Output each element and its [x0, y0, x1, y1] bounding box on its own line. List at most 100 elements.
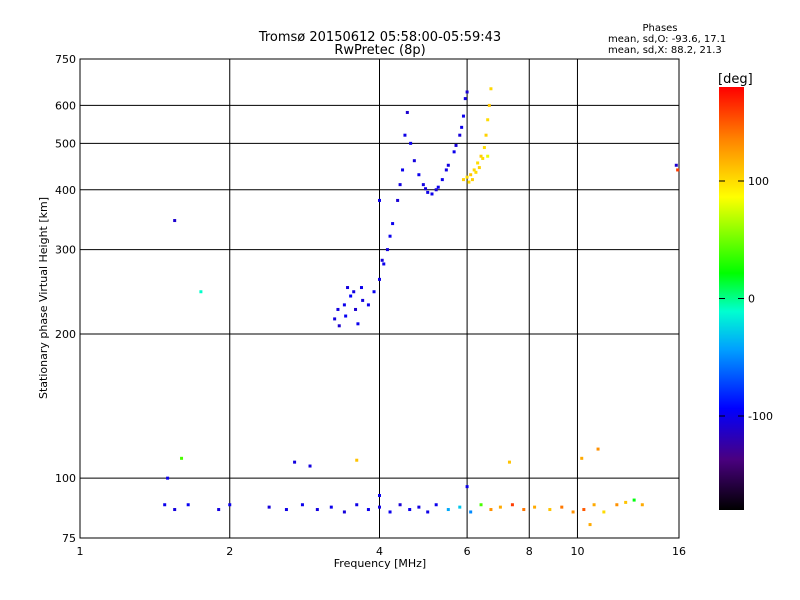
data-point: [359, 286, 363, 290]
data-point: [533, 505, 537, 509]
y-tick-label: 600: [55, 99, 76, 112]
data-point: [344, 314, 348, 318]
data-point: [472, 168, 476, 172]
data-point: [403, 133, 407, 137]
data-point: [444, 168, 448, 172]
data-point: [484, 133, 488, 137]
data-point: [571, 510, 575, 514]
data-point: [548, 508, 552, 512]
data-point: [507, 460, 511, 464]
colorbar-ticks: 100 0 -100: [719, 175, 773, 423]
x-tick-label: 2: [226, 545, 233, 558]
data-point: [163, 503, 167, 507]
data-point: [366, 508, 370, 512]
data-point: [465, 90, 469, 94]
data-point: [461, 114, 465, 118]
data-point: [624, 500, 628, 504]
data-point: [640, 503, 644, 507]
x-axis-label: Frequency [MHz]: [334, 557, 426, 570]
data-point: [458, 133, 462, 137]
phases-o-line: mean, sd,O: -93.6, 17.1: [608, 34, 726, 45]
data-point: [461, 178, 465, 182]
colorbar-label: [deg]: [718, 72, 753, 87]
data-point: [602, 510, 606, 514]
data-point: [452, 150, 456, 154]
y-tick-label: 200: [55, 328, 76, 341]
y-tick-label: 500: [55, 137, 76, 150]
data-point: [458, 505, 462, 509]
data-point: [382, 262, 386, 266]
phases-x-line: mean, sd,X: 88.2, 21.3: [608, 45, 722, 56]
colorbar-tick-label: -100: [748, 410, 773, 423]
data-point: [388, 234, 392, 238]
colorbar-tick-label: 100: [748, 175, 769, 188]
data-point: [361, 298, 365, 302]
data-point: [405, 110, 409, 114]
data-point: [180, 456, 184, 460]
data-point: [470, 178, 474, 182]
data-point: [446, 163, 450, 167]
data-point: [417, 173, 421, 177]
data-point: [588, 523, 592, 527]
data-point: [380, 258, 384, 262]
data-point: [460, 125, 464, 129]
data-point: [510, 503, 514, 507]
data-point: [674, 163, 678, 167]
data-point: [436, 185, 440, 189]
data-point: [477, 166, 481, 170]
data-points: [163, 87, 680, 527]
data-point: [336, 307, 340, 311]
data-point: [228, 503, 232, 507]
data-point: [366, 303, 370, 307]
data-point: [352, 290, 356, 294]
data-point: [440, 178, 444, 182]
y-tick-label: 75: [62, 532, 76, 545]
data-point: [582, 508, 586, 512]
colorbar: [deg] 100 0 -100: [718, 72, 773, 510]
data-point: [487, 103, 491, 107]
data-point: [486, 154, 490, 158]
data-point: [342, 510, 346, 514]
data-point: [186, 503, 190, 507]
data-point: [424, 187, 428, 191]
data-point: [489, 87, 493, 91]
data-point: [421, 183, 425, 187]
chart-subtitle: RwPretec (8p): [334, 43, 425, 58]
x-tick-label: 4: [376, 545, 383, 558]
data-point: [173, 219, 177, 223]
data-point: [676, 168, 680, 172]
data-point: [356, 322, 360, 326]
y-axis-label: Stationary phase Virtual Height [km]: [37, 197, 50, 399]
data-point: [293, 460, 297, 464]
x-tick-label: 10: [570, 545, 584, 558]
data-point: [267, 505, 271, 509]
data-point: [476, 161, 480, 165]
data-point: [467, 180, 471, 184]
data-point: [479, 503, 483, 507]
data-point: [199, 290, 203, 294]
data-point: [388, 510, 392, 514]
x-tick-label: 8: [526, 545, 533, 558]
axis-ticks: 1 2 4 6 8 10 16 75 100 200 300 400 500 600 750: [55, 53, 686, 558]
data-point: [417, 505, 421, 509]
data-point: [166, 476, 170, 480]
data-point: [355, 458, 359, 462]
data-point: [173, 508, 177, 512]
data-point: [465, 485, 469, 489]
data-point: [398, 183, 402, 187]
data-point: [596, 447, 600, 451]
data-point: [378, 198, 381, 202]
data-point: [408, 508, 412, 512]
data-point: [412, 159, 416, 163]
data-point: [378, 493, 381, 497]
data-point: [342, 303, 346, 307]
data-point: [315, 508, 319, 512]
phases-header: Phases: [642, 23, 677, 34]
y-tick-label: 400: [55, 184, 76, 197]
data-point: [409, 141, 413, 145]
y-tick-label: 750: [55, 53, 76, 66]
data-point: [522, 508, 526, 512]
data-point: [391, 222, 395, 226]
data-point: [469, 510, 473, 514]
